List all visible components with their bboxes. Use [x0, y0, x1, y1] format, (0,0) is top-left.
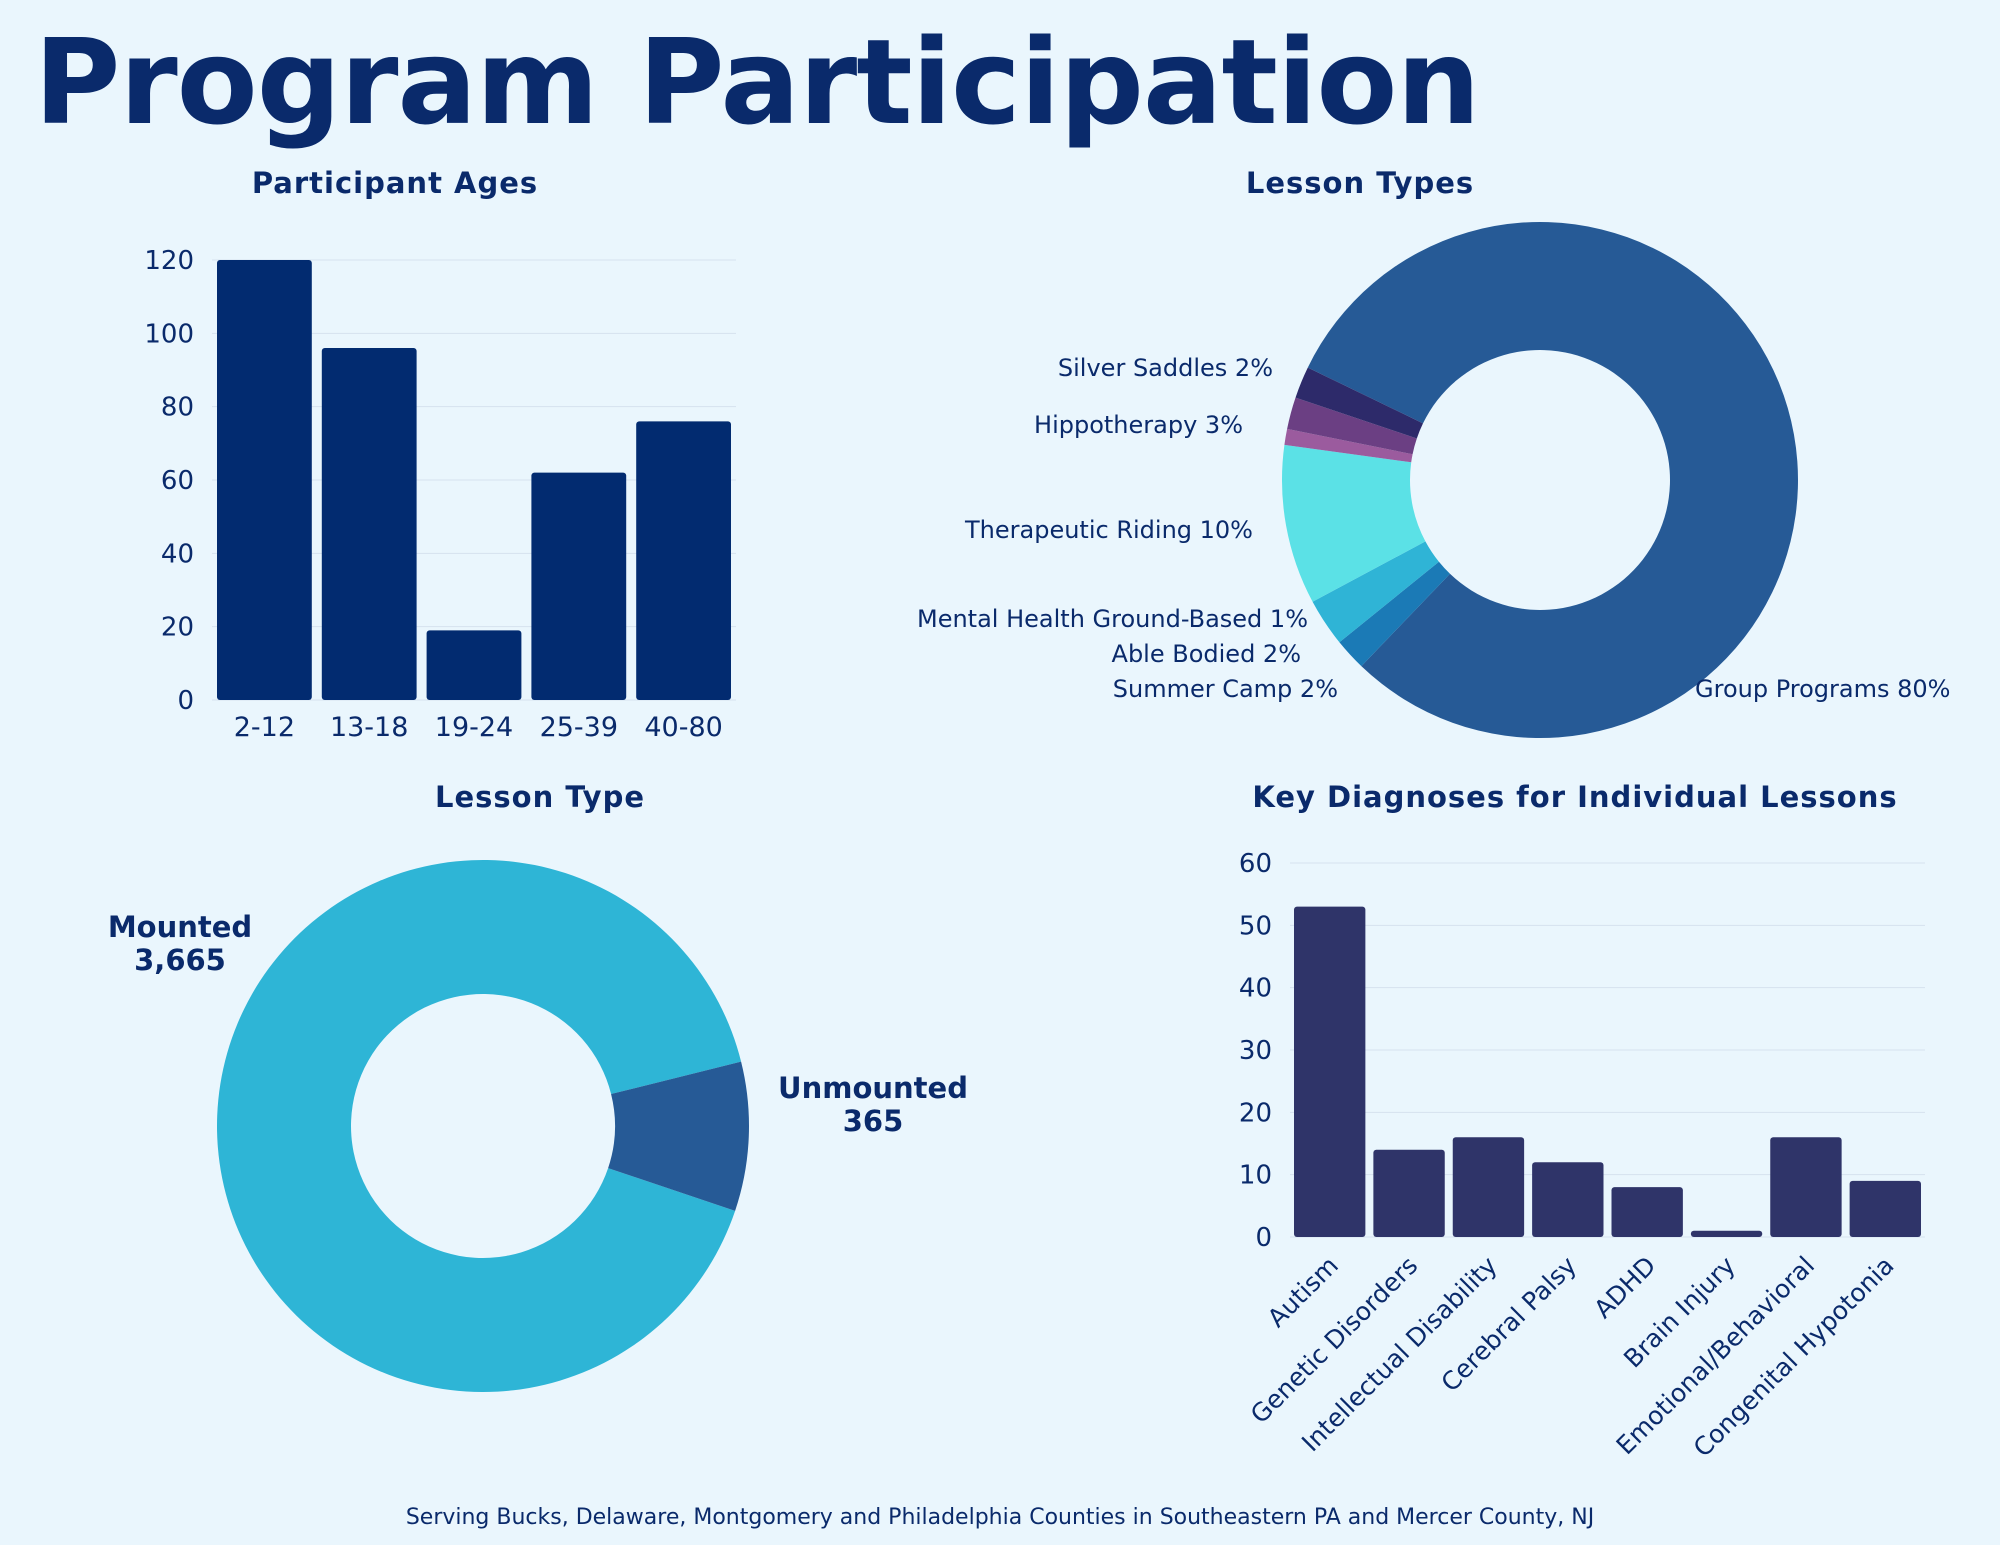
y-tick-label: 10: [1239, 1161, 1272, 1191]
bar-adhd: [1611, 1187, 1683, 1237]
x-tick-label: 2-12: [234, 712, 295, 743]
bar-autism: [1294, 906, 1366, 1237]
footer-note: Serving Bucks, Delaware, Montgomery and …: [405, 1505, 1595, 1530]
x-tick-label: 25-39: [540, 712, 618, 743]
slice-able-bodied: [1287, 397, 1417, 455]
slice-mounted: [216, 859, 742, 1392]
slice-unmounted: [608, 1061, 749, 1211]
bar-13-18: [321, 348, 417, 700]
y-tick-label: 120: [144, 246, 194, 276]
diagnoses-panel: Key Diagnoses for Individual Lessons 0 10…: [1200, 770, 1990, 1500]
x-tick-label: 40-80: [644, 712, 722, 743]
slice-mental-health-ground-based: [1284, 428, 1413, 463]
y-tick-label: 0: [1255, 1223, 1272, 1253]
lesson-types-chart: Group Programs 80% Silver Saddles 2% Hippo…: [917, 221, 1950, 738]
bar-2-12: [217, 260, 312, 700]
slice-therapeutic-riding: [1282, 444, 1426, 602]
bar-19-24: [426, 630, 522, 700]
participant-ages-title: Participant Ages: [251, 166, 539, 200]
lesson-type-title: Lesson Type: [434, 780, 645, 814]
slice-label-mental-health-ground-based: Mental Health Ground-Based 1%: [917, 605, 1308, 633]
x-tick-label: 13-18: [330, 712, 408, 743]
bar-40-80: [636, 421, 731, 700]
bar-genetic-disorders: [1373, 1149, 1445, 1237]
lesson-type-panel: Lesson Type Mounted 3,665 Unmounted 365: [60, 770, 1020, 1410]
x-tick-label: ADHD: [1588, 1251, 1661, 1324]
y-tick-label: 20: [161, 613, 194, 643]
slice-label-hippotherapy: Hippotherapy 3%: [1034, 411, 1243, 439]
diagnoses-title: Key Diagnoses for Individual Lessons: [1252, 780, 1898, 814]
slice-value-mounted: 3,665: [134, 943, 226, 977]
slice-label-silver-saddles: Silver Saddles 2%: [1058, 354, 1273, 382]
bar-cerebral-palsy: [1532, 1162, 1604, 1237]
y-tick-label: 40: [1239, 974, 1272, 1004]
y-tick-label: 0: [177, 686, 194, 716]
bar-intellectual-disability: [1452, 1137, 1525, 1237]
bar-emotional-behavioral: [1770, 1137, 1842, 1237]
bar-brain-injury: [1690, 1230, 1763, 1237]
slice-label-able-bodied: Able Bodied 2%: [1112, 640, 1301, 668]
y-tick-label: 80: [161, 393, 194, 423]
page-title: Program Participation: [34, 13, 1480, 151]
slice-label-summer-camp: Summer Camp 2%: [1113, 675, 1338, 703]
slice-label-group-programs: Group Programs 80%: [1695, 675, 1950, 703]
slice-label-unmounted: Unmounted: [778, 1071, 968, 1105]
slice-group-programs: [1307, 221, 1798, 738]
slice-label-therapeutic-riding: Therapeutic Riding 10%: [964, 516, 1253, 544]
slice-summer-camp: [1295, 367, 1423, 439]
y-tick-label: 20: [1239, 1098, 1272, 1128]
y-tick-label: 40: [161, 539, 194, 569]
y-tick-label: 60: [161, 466, 194, 496]
participant-ages-panel: Participant Ages 0 20 40 60 80 100 120 2-12 13-1…: [100, 160, 800, 760]
y-tick-label: 100: [144, 319, 194, 349]
x-tick-label: Autism: [1262, 1251, 1344, 1333]
y-tick-label: 60: [1239, 849, 1272, 879]
slice-hippotherapy: [1312, 541, 1439, 643]
lesson-types-panel: Lesson Types Group Programs 80% Silver Sa…: [880, 160, 2000, 760]
x-tick-label: 19-24: [435, 712, 513, 743]
slice-silver-saddles: [1339, 561, 1450, 667]
y-tick-label: 30: [1239, 1036, 1272, 1066]
participant-ages-chart: 0 20 40 60 80 100 120 2-12 13-18 19-24 25-39 40-80: [144, 246, 736, 743]
slice-value-unmounted: 365: [843, 1104, 904, 1138]
x-tick-label: Cerebral Palsy: [1435, 1251, 1582, 1398]
bar-25-39: [531, 472, 627, 700]
lesson-types-title: Lesson Types: [1245, 166, 1475, 200]
y-tick-label: 50: [1239, 911, 1272, 941]
bar-congenital-hypotonia: [1849, 1180, 1921, 1237]
slice-label-mounted: Mounted: [108, 910, 252, 944]
